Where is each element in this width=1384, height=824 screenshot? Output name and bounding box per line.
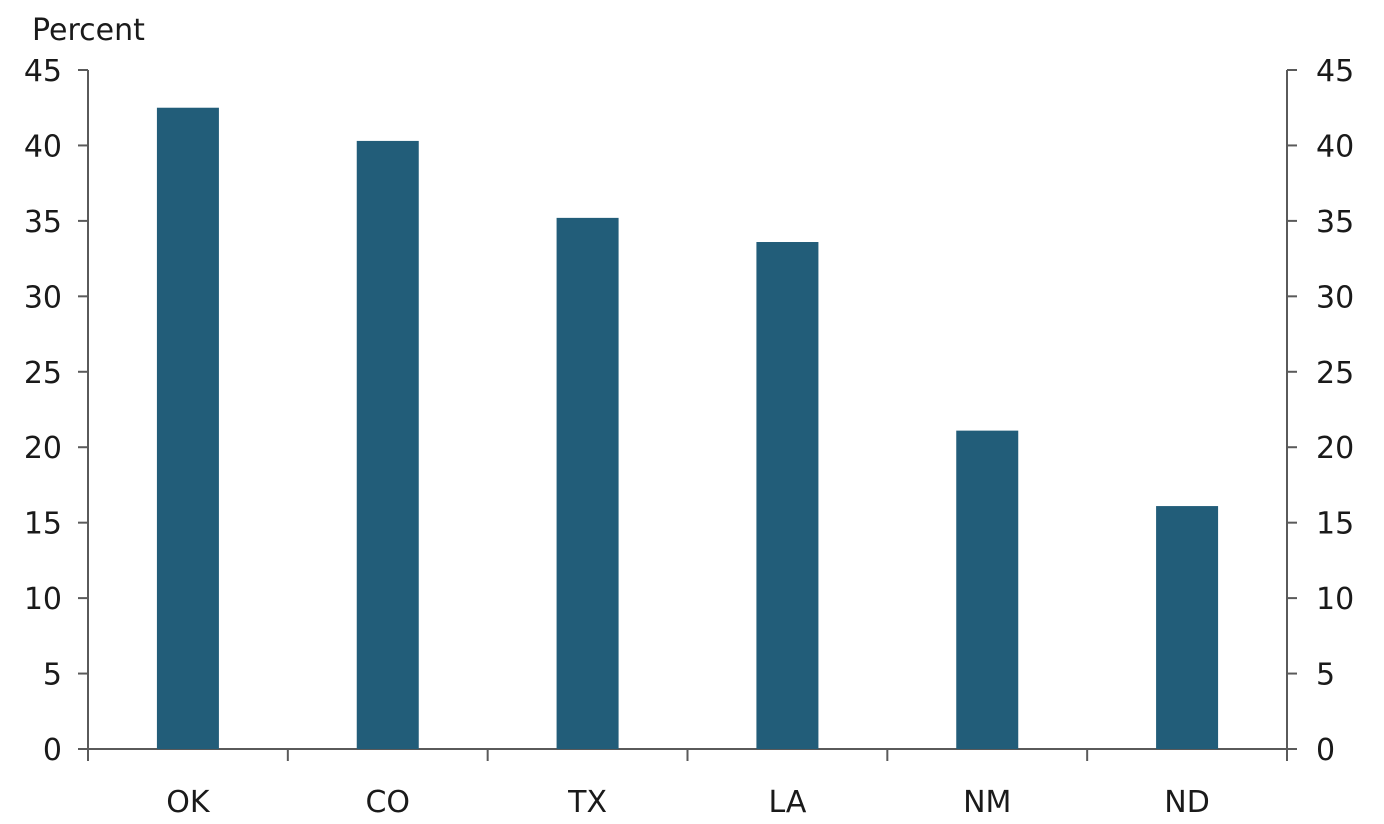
y-tick-label-left: 25	[24, 356, 62, 391]
axes	[78, 69, 1297, 761]
x-category-label: CO	[365, 785, 410, 819]
y-tick-label-right: 20	[1316, 431, 1354, 466]
y-tick-label-right: 5	[1316, 658, 1335, 693]
bars	[156, 107, 1219, 750]
y-tick-label-left: 40	[24, 129, 62, 164]
y-tick-label-left: 10	[24, 582, 62, 617]
x-category-label: ND	[1164, 785, 1210, 819]
y-tick-label-left: 30	[24, 280, 62, 315]
y-tick-label-left: 0	[43, 733, 62, 768]
x-category-label: OK	[166, 785, 211, 819]
x-category-label: TX	[567, 785, 607, 819]
y-tick-label-left: 20	[24, 431, 62, 466]
y-tick-label-left: 5	[43, 658, 62, 693]
y-tick-label-right: 35	[1316, 205, 1354, 240]
bar-nd	[1156, 506, 1219, 749]
y-tick-label-right: 25	[1316, 356, 1354, 391]
y-tick-label-right: 30	[1316, 280, 1354, 315]
y-tick-label-right: 40	[1316, 129, 1354, 164]
bar-la	[756, 242, 819, 749]
bar-ok	[156, 107, 219, 749]
y-tick-label-right: 10	[1316, 582, 1354, 617]
y-tick-label-right: 45	[1316, 54, 1354, 89]
y-tick-label-right: 0	[1316, 733, 1335, 768]
y-tick-label-left: 35	[24, 205, 62, 240]
bar-tx	[556, 217, 619, 750]
bar-nm	[956, 430, 1019, 749]
labels: 0 0 5 5 10 10 15 15 20 20 25 25 30 30 35 35 40 40 45 45 OK CO…	[24, 54, 1354, 820]
x-category-label: LA	[768, 785, 806, 819]
bar-co	[356, 140, 419, 749]
x-category-label: NM	[963, 785, 1011, 819]
y-tick-label-left: 15	[24, 507, 62, 542]
y-tick-label-left: 45	[24, 54, 62, 89]
y-tick-label-right: 15	[1316, 507, 1354, 542]
y-axis-title: Percent	[32, 13, 145, 48]
